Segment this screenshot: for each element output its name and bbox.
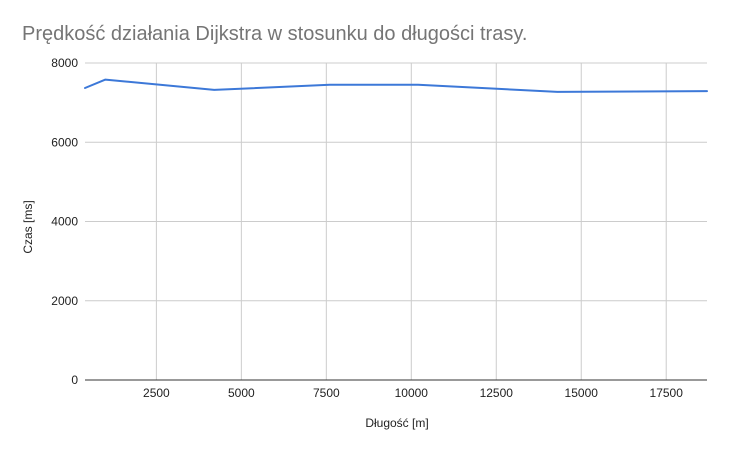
y-tick-label: 4000: [51, 215, 78, 229]
x-tick-label: 2500: [143, 386, 170, 400]
x-axis-title: Długość [m]: [365, 416, 428, 430]
x-tick-label: 10000: [395, 386, 429, 400]
y-axis-title: Czas [ms]: [21, 200, 35, 253]
series-lines: [84, 78, 708, 93]
x-tick-label: 17500: [650, 386, 684, 400]
gridlines: [85, 62, 707, 380]
tick-labels: 0 2000 4000 6000 8000 2500 5000 7500 10000 12500 1…: [51, 56, 683, 400]
y-tick-label: 6000: [51, 135, 78, 149]
x-tick-label: 12500: [480, 386, 514, 400]
y-tick-label: 0: [71, 373, 78, 387]
chart-title: Prędkość działania Dijkstra w stosunku d…: [22, 23, 527, 45]
y-tick-label: 2000: [51, 294, 78, 308]
y-tick-label: 8000: [51, 56, 78, 70]
series-line: [84, 78, 708, 93]
x-tick-label: 15000: [565, 386, 599, 400]
x-tick-label: 7500: [313, 386, 340, 400]
x-tick-label: 5000: [228, 386, 255, 400]
